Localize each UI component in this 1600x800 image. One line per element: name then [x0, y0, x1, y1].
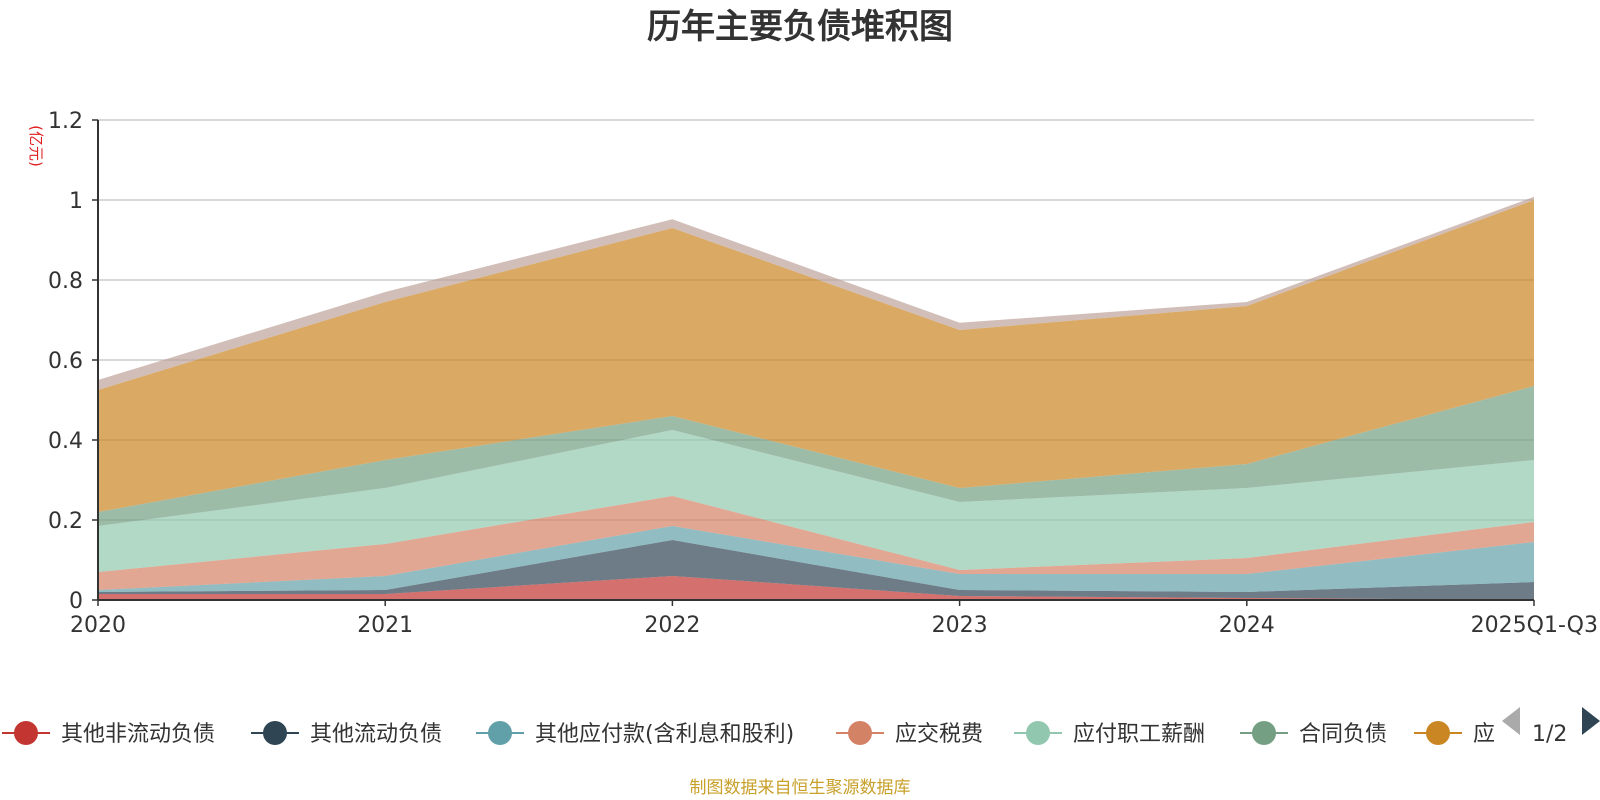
legend-label: 其他流动负债	[310, 722, 442, 747]
area-series-应交税费	[98, 496, 1534, 590]
legend-next-page-icon[interactable]	[1582, 707, 1600, 735]
y-tick-label: 0.8	[48, 269, 83, 294]
legend-circle-marker	[488, 721, 512, 745]
chart-title: 历年主要负债堆积图	[647, 7, 953, 47]
area-series-其他非流动负债	[98, 576, 1534, 600]
x-tick-label: 2023	[932, 613, 988, 638]
x-tick-label: 2024	[1219, 613, 1275, 638]
y-tick-label: 1.2	[48, 109, 83, 134]
legend-prev-page-icon[interactable]	[1502, 707, 1520, 735]
area-series	[98, 196, 1534, 600]
legend-pager: 1/2	[1502, 707, 1600, 747]
x-tick-label: 2020	[70, 613, 126, 638]
y-tick-label: 0.4	[48, 429, 83, 454]
legend-label: 应	[1473, 722, 1495, 747]
area-series-应付职工薪酬	[98, 430, 1534, 572]
legend-circle-marker	[1426, 721, 1450, 745]
y-tick-label: 0.2	[48, 509, 83, 534]
legend-circle-marker	[1252, 721, 1276, 745]
area-series-其他应付款(含利息和股利)	[98, 526, 1534, 592]
legend-circle-marker	[848, 721, 872, 745]
legend-circle-marker	[14, 721, 38, 745]
legend-label: 应付职工薪酬	[1073, 722, 1205, 747]
x-tick-label: 2022	[644, 613, 700, 638]
legend-item[interactable]: 应	[1414, 721, 1495, 747]
legend-page-indicator: 1/2	[1532, 722, 1567, 747]
area-series-合同负债	[98, 386, 1534, 526]
x-axis-ticks: 2020 2021 2022 2023 2024 2025Q1-Q3	[70, 600, 1598, 638]
x-tick-label: 2025Q1-Q3	[1471, 613, 1598, 638]
legend-circle-marker	[1026, 721, 1050, 745]
legend-item[interactable]: 应付职工薪酬	[1014, 721, 1205, 747]
source-note: 制图数据来自恒生聚源数据库	[690, 778, 911, 798]
y-axis-ticks: 0 0.2 0.4 0.6 0.8 1 1.2	[48, 109, 98, 614]
legend-circle-marker	[263, 721, 287, 745]
y-tick-label: 0.6	[48, 349, 83, 374]
legend: 其他非流动负债 其他流动负债 其他应付款(含利息和股利) 应交税费 应付职工薪酬 合同负债…	[2, 721, 1495, 747]
legend-label: 其他应付款(含利息和股利)	[535, 722, 794, 747]
legend-item[interactable]: 其他应付款(含利息和股利)	[476, 721, 794, 747]
y-tick-label: 0	[69, 589, 83, 614]
area-series-应付账款	[98, 200, 1534, 512]
legend-label: 其他非流动负债	[61, 722, 215, 747]
legend-label: 应交税费	[895, 722, 983, 747]
y-axis-unit-label: (亿元)	[27, 125, 45, 167]
area-series-其他	[98, 196, 1534, 390]
y-tick-label: 1	[69, 189, 83, 214]
legend-item[interactable]: 其他流动负债	[251, 721, 442, 747]
legend-label: 合同负债	[1299, 722, 1387, 747]
area-series-其他流动负债	[98, 540, 1534, 600]
legend-item[interactable]: 其他非流动负债	[2, 721, 215, 747]
legend-item[interactable]: 合同负债	[1240, 721, 1387, 747]
x-tick-label: 2021	[357, 613, 413, 638]
legend-item[interactable]: 应交税费	[836, 721, 983, 747]
